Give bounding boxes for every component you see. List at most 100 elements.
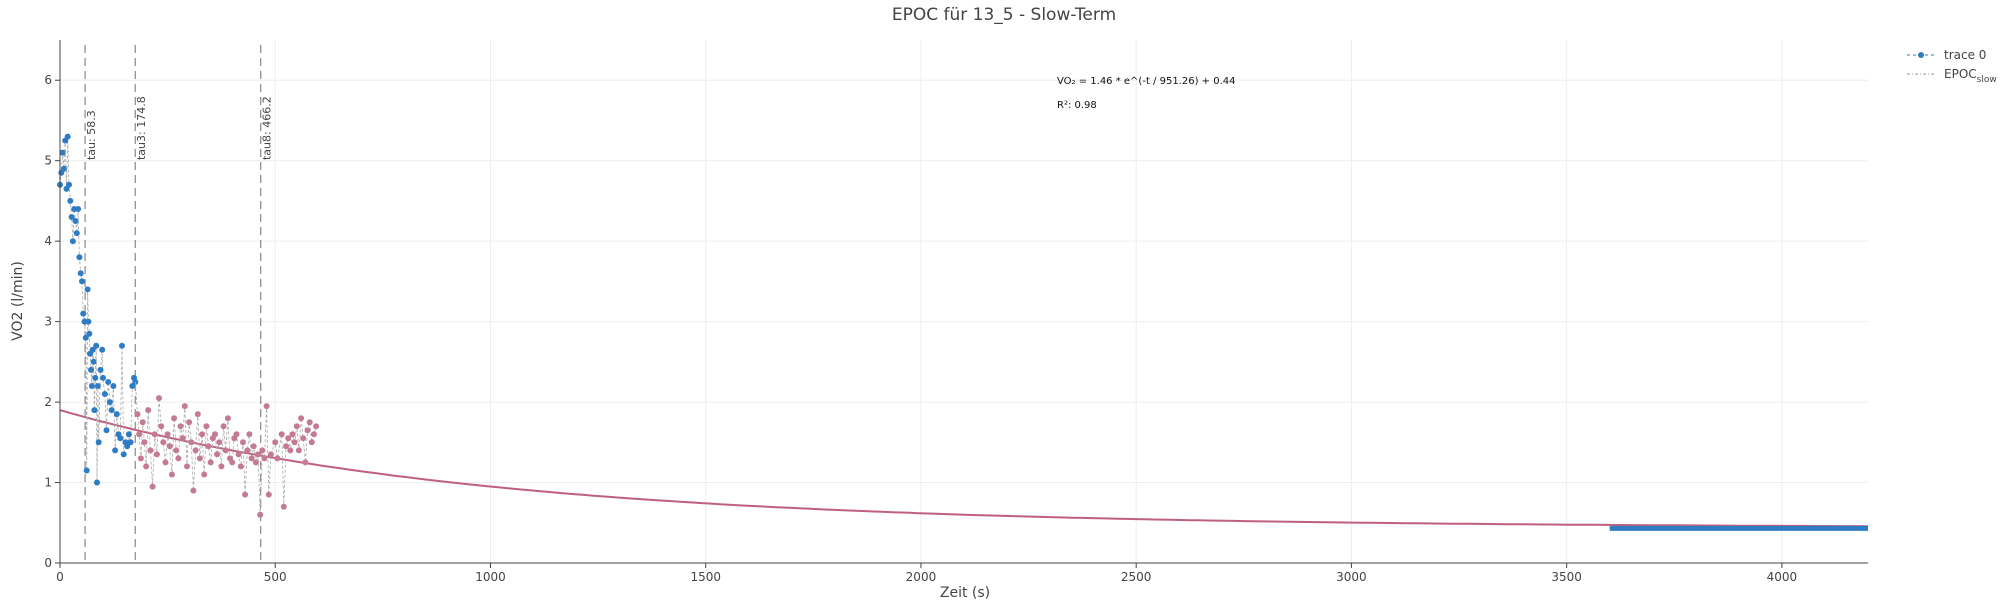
series-1-point-51 bbox=[242, 491, 249, 498]
series-1-point-62 bbox=[265, 491, 272, 498]
y-tick-labels: 0 1 2 3 4 5 6 bbox=[44, 73, 52, 570]
tau-lines: tau: 58.3 tau3: 174.8 tau8: 466.2 bbox=[84, 45, 274, 563]
series-0-point-3 bbox=[60, 165, 67, 172]
series-0-point-21 bbox=[83, 467, 90, 474]
series-1-point-40 bbox=[218, 463, 225, 470]
series-1-point-1 bbox=[136, 431, 143, 438]
legend-label-slow-subscript: slow bbox=[1977, 75, 1997, 85]
y-tick-label-1: 1 bbox=[44, 476, 52, 490]
series-1-point-70 bbox=[287, 447, 294, 454]
x-tick-label-3: 1500 bbox=[690, 570, 721, 584]
series-1-point-64 bbox=[272, 439, 279, 446]
series-1-point-3 bbox=[139, 419, 146, 426]
series-1-point-58 bbox=[257, 511, 264, 518]
series-0-point-10 bbox=[69, 238, 76, 245]
series-1-point-7 bbox=[147, 447, 154, 454]
series-0-point-18 bbox=[80, 310, 87, 317]
series-0-point-20 bbox=[82, 334, 89, 341]
series-0-point-49 bbox=[119, 342, 125, 349]
x-tick-label-5: 2500 bbox=[1121, 570, 1152, 584]
fit-equation: VO₂ = 1.46 * e^(-t / 951.26) + 0.44 bbox=[1057, 76, 1236, 87]
y-tick-label-3: 3 bbox=[44, 315, 52, 329]
series-1-point-31 bbox=[199, 431, 206, 438]
series-1-point-33 bbox=[203, 423, 210, 430]
series-0-point-23 bbox=[85, 318, 92, 325]
series-0-point-29 bbox=[90, 358, 97, 365]
series-0-point-35 bbox=[95, 439, 102, 446]
series-0-point-33 bbox=[94, 479, 100, 486]
series-1-point-0 bbox=[134, 411, 141, 418]
series-1-point-4 bbox=[141, 439, 148, 446]
series-0-point-38 bbox=[100, 374, 106, 381]
series-0-point-39 bbox=[101, 391, 108, 397]
axes bbox=[55, 40, 1868, 568]
series-trace-0 bbox=[57, 133, 1868, 531]
series-0-point-48 bbox=[117, 435, 124, 442]
series-1-point-56 bbox=[252, 459, 259, 466]
series-1-point-39 bbox=[216, 439, 223, 446]
x-tick-label-2: 1000 bbox=[475, 570, 506, 584]
x-tick-labels: 0 500 1000 1500 2000 2500 3000 3500 4000 bbox=[56, 570, 1797, 584]
x-tick-label-0: 0 bbox=[56, 570, 64, 584]
series-1-point-79 bbox=[306, 419, 313, 426]
series-1-point-14 bbox=[162, 459, 169, 466]
series-0-point-53 bbox=[125, 431, 132, 438]
series-1-point-42 bbox=[222, 447, 229, 454]
series-1-point-32 bbox=[201, 471, 208, 478]
chart-title: EPOC für 13_5 - Slow-Term bbox=[892, 5, 1116, 25]
fit-curve bbox=[59, 409, 1869, 528]
legend: trace 0 EPOCslow bbox=[1907, 48, 1997, 85]
series-0-point-2 bbox=[59, 149, 66, 156]
series-0-point-8 bbox=[67, 197, 74, 204]
series-0-point-12 bbox=[72, 218, 79, 224]
series-0-point-54 bbox=[127, 439, 134, 446]
series-1-point-75 bbox=[298, 415, 305, 422]
y-axis-title: VO2 (l/min) bbox=[10, 261, 26, 341]
series-0-point-40 bbox=[103, 427, 110, 434]
series-1-point-55 bbox=[250, 443, 257, 450]
series-1-point-6 bbox=[145, 407, 152, 414]
series-1-point-66 bbox=[278, 431, 285, 438]
series-0-point-31 bbox=[92, 374, 99, 381]
series-0-point-27 bbox=[88, 383, 95, 389]
series-1-point-12 bbox=[158, 423, 165, 430]
series-0-point-15 bbox=[76, 254, 83, 261]
series-1-point-73 bbox=[293, 423, 300, 430]
series-0-point-36 bbox=[97, 366, 104, 373]
series-1-point-21 bbox=[177, 423, 184, 430]
series-0-point-28 bbox=[89, 346, 96, 353]
series-0-point-52 bbox=[124, 443, 131, 450]
series-1-point-41 bbox=[220, 423, 227, 430]
x-tick-label-4: 2000 bbox=[906, 570, 937, 584]
series-1-point-9 bbox=[151, 431, 158, 438]
legend-item-trace-0[interactable]: trace 0 bbox=[1907, 48, 1986, 62]
series-0-point-50 bbox=[120, 451, 127, 458]
series-1-point-67 bbox=[280, 503, 287, 510]
series-1-point-54 bbox=[248, 455, 255, 462]
series-0-point-42 bbox=[106, 399, 113, 406]
series-1-point-10 bbox=[153, 451, 160, 458]
series-0-point-30 bbox=[91, 407, 98, 414]
series-1-point-24 bbox=[184, 463, 190, 470]
series-1-point-59 bbox=[259, 447, 266, 454]
y-tick-label-5: 5 bbox=[44, 154, 52, 168]
series-1-point-49 bbox=[237, 463, 244, 470]
series-1-point-25 bbox=[186, 419, 193, 426]
tau-label-1: tau3: 174.8 bbox=[135, 96, 148, 160]
series-1-point-43 bbox=[224, 415, 231, 422]
series-0-point-44 bbox=[110, 383, 117, 389]
series-0-connector bbox=[59, 136, 136, 483]
series-1-point-71 bbox=[289, 431, 296, 438]
series-0-point-34 bbox=[94, 383, 101, 389]
series-1-point-34 bbox=[205, 443, 212, 450]
series-0-point-43 bbox=[108, 407, 115, 414]
legend-label-epoc: EPOC bbox=[1944, 67, 1977, 81]
series-1-point-76 bbox=[300, 435, 307, 442]
x-axis-title: Zeit (s) bbox=[940, 585, 990, 600]
series-1-point-60 bbox=[261, 455, 268, 462]
series-1-point-61 bbox=[263, 403, 270, 410]
series-1-point-53 bbox=[246, 431, 253, 438]
legend-item-epoc-slow[interactable]: EPOCslow bbox=[1907, 67, 1997, 85]
x-tick-label-1: 500 bbox=[264, 570, 287, 584]
